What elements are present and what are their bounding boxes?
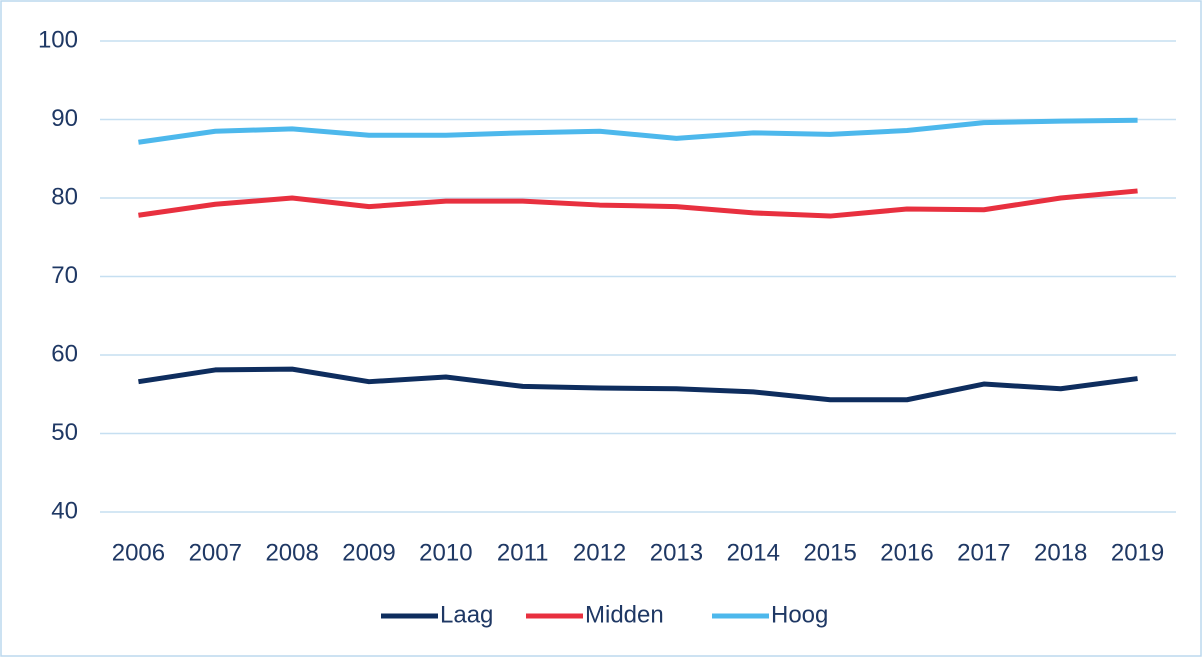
y-tick-label: 90 <box>51 105 78 132</box>
x-tick-label: 2007 <box>189 539 242 566</box>
y-tick-label: 100 <box>38 26 78 53</box>
x-tick-label: 2011 <box>497 539 549 566</box>
series-line <box>138 366 1138 403</box>
y-tick-label: 40 <box>51 497 78 524</box>
legend-label: Midden <box>585 601 664 628</box>
y-tick-label: 70 <box>51 262 78 289</box>
x-tick-label: 2009 <box>342 539 395 566</box>
x-tick-label: 2008 <box>265 539 318 566</box>
x-tick-label: 2019 <box>1111 539 1164 566</box>
x-tick-label: 2013 <box>650 539 703 566</box>
x-tick-label: 2017 <box>957 539 1010 566</box>
legend-label: Hoog <box>771 601 828 628</box>
y-tick-label: 80 <box>51 183 78 210</box>
x-tick-label: 2006 <box>112 539 165 566</box>
x-tick-label: 2010 <box>419 539 472 566</box>
x-tick-label: 2015 <box>803 539 856 566</box>
y-tick-label: 50 <box>51 419 78 446</box>
series-line <box>138 117 1138 145</box>
y-tick-label: 60 <box>51 340 78 367</box>
x-tick-label: 2018 <box>1034 539 1087 566</box>
x-tick-label: 2014 <box>727 539 780 566</box>
x-tick-label: 2016 <box>880 539 933 566</box>
legend-label: Laag <box>440 601 493 628</box>
x-tick-label: 2012 <box>573 539 626 566</box>
series-line <box>138 188 1138 219</box>
